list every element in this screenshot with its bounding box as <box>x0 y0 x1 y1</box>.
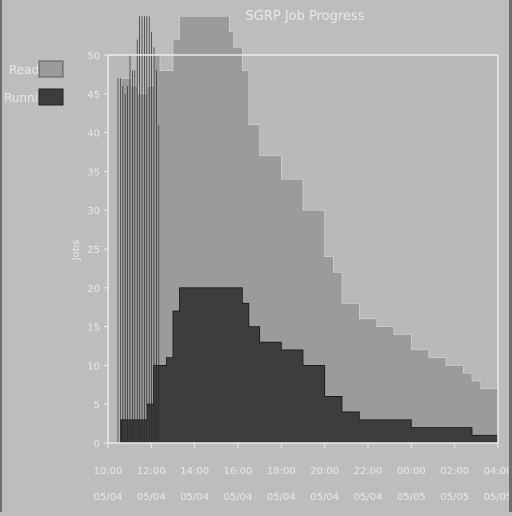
y-tick-label: 20 <box>87 284 100 295</box>
x-tick-date-label: 05/04 <box>137 492 166 503</box>
x-tick-time-label: 10:00 <box>94 466 123 477</box>
x-tick-date-label: 05/04 <box>354 492 383 503</box>
x-tick-time-label: 02:00 <box>440 466 469 477</box>
x-tick-date-label: 05/04 <box>94 492 123 503</box>
y-tick-label: 25 <box>87 245 100 256</box>
y-tick-label: 10 <box>87 361 100 372</box>
x-tick-date-label: 05/04 <box>310 492 339 503</box>
left-border <box>0 0 2 512</box>
x-tick-time-label: 14:00 <box>180 466 209 477</box>
legend: Ready Running <box>4 60 64 106</box>
right-border <box>509 0 512 512</box>
legend-ready-swatch <box>38 60 64 78</box>
x-tick-time-label: 22:00 <box>354 466 383 477</box>
x-tick-date-label: 05/04 <box>224 492 253 503</box>
y-tick-label: 40 <box>87 129 100 140</box>
x-tick-date-label: 05/05 <box>484 492 512 503</box>
x-tick-time-label: 00:00 <box>397 466 426 477</box>
x-tick-date-label: 05/05 <box>397 492 426 503</box>
chart-title: SGRP Job Progress <box>246 9 365 24</box>
x-tick-time-label: 16:00 <box>224 466 253 477</box>
y-axis-label: Jobs <box>71 240 82 262</box>
series-layer <box>117 15 499 444</box>
x-tick-time-label: 18:00 <box>267 466 296 477</box>
x-tick-date-label: 05/05 <box>440 492 469 503</box>
y-tick-label: 5 <box>94 400 100 411</box>
x-tick-date-label: 05/04 <box>267 492 296 503</box>
x-tick-date-label: 05/04 <box>180 492 209 503</box>
y-tick-label: 30 <box>87 206 100 217</box>
legend-running-swatch <box>38 88 64 106</box>
x-tick-time-label: 04:00 <box>484 466 512 477</box>
y-tick-label: 45 <box>87 90 100 101</box>
y-tick-label: 15 <box>87 323 100 334</box>
y-tick-label: 50 <box>87 51 100 62</box>
series-area-running <box>120 287 499 444</box>
y-tick-label: 35 <box>87 167 100 178</box>
axis-layer: 0 5 10 15 20 25 30 35 40 45 50 10:00 05/04 12:00 05/04… <box>87 51 512 503</box>
y-tick-label: 0 <box>94 439 100 450</box>
x-tick-time-label: 20:00 <box>310 466 339 477</box>
x-tick-time-label: 12:00 <box>137 466 166 477</box>
legend-ready-label: Ready <box>9 63 46 77</box>
